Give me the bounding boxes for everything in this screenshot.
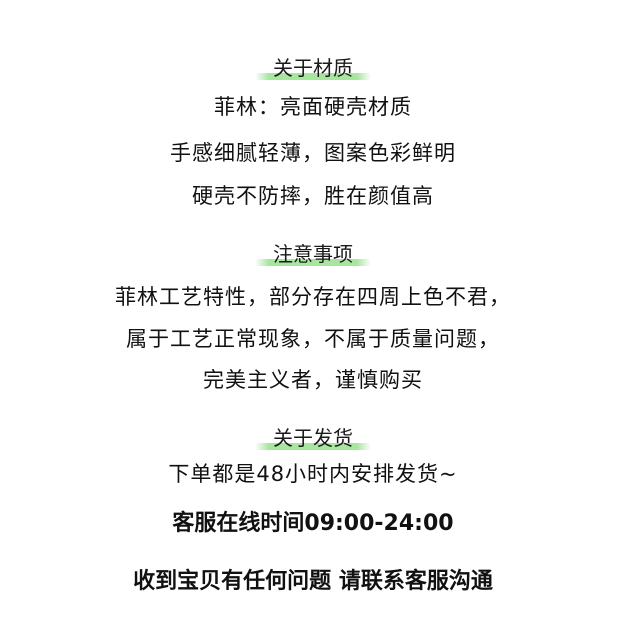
material-line-3: 硬壳不防摔，胜在颜值高: [192, 184, 434, 208]
section-heading-shipping: 关于发货: [255, 425, 371, 451]
section-heading-text: 关于材质: [273, 56, 353, 80]
notes-line-3: 完美主义者，谨慎购买: [203, 368, 423, 392]
section-heading-material: 关于材质: [255, 55, 371, 81]
section-heading-text: 关于发货: [273, 426, 353, 450]
material-line-1: 菲林：亮面硬壳材质: [214, 95, 412, 119]
service-hours-notice: 客服在线时间09:00-24:00: [172, 511, 454, 536]
section-heading-text: 注意事项: [273, 242, 353, 266]
heading-highlight: [255, 73, 371, 80]
material-line-2: 手感细腻轻薄，图案色彩鲜明: [170, 141, 456, 165]
notes-line-2: 属于工艺正常现象，不属于质量问题，: [126, 327, 500, 351]
shipping-line-1: 下单都是48小时内安排发货~: [168, 462, 458, 486]
notes-line-1: 菲林工艺特性，部分存在四周上色不君，: [115, 285, 511, 309]
section-heading-notes: 注意事项: [255, 241, 371, 267]
heading-highlight: [255, 259, 371, 266]
heading-highlight: [255, 443, 371, 450]
contact-service-notice: 收到宝贝有任何问题 请联系客服沟通: [133, 569, 493, 594]
